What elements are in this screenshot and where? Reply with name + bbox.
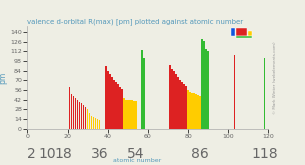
Bar xyxy=(129,100,131,129)
Bar xyxy=(135,101,137,129)
Bar xyxy=(109,74,110,129)
Bar xyxy=(117,84,119,129)
Bar xyxy=(179,80,181,129)
Bar xyxy=(83,104,84,129)
Bar xyxy=(105,66,106,129)
Bar xyxy=(87,109,88,129)
Bar xyxy=(191,93,193,129)
Bar xyxy=(131,100,133,129)
Bar xyxy=(81,103,82,129)
Bar xyxy=(171,69,173,129)
Text: atomic number: atomic number xyxy=(113,158,161,163)
Bar xyxy=(248,31,252,36)
Bar xyxy=(77,100,78,129)
Bar xyxy=(121,89,123,129)
Bar xyxy=(97,119,99,129)
Bar xyxy=(205,49,207,129)
Bar xyxy=(99,120,100,129)
Bar xyxy=(73,96,74,129)
Bar xyxy=(119,86,120,129)
Bar xyxy=(173,71,175,129)
Bar xyxy=(111,77,113,129)
Bar xyxy=(93,117,95,129)
Bar xyxy=(236,36,252,38)
Bar xyxy=(236,28,247,36)
Bar xyxy=(169,65,171,129)
Bar xyxy=(85,107,86,129)
Bar xyxy=(231,28,235,36)
Bar xyxy=(95,118,96,129)
Bar xyxy=(79,102,81,129)
Bar xyxy=(141,50,143,129)
Bar xyxy=(115,82,117,129)
Bar xyxy=(133,101,135,129)
Bar xyxy=(127,100,129,129)
Bar xyxy=(143,58,145,129)
Bar xyxy=(107,71,109,129)
Bar xyxy=(185,86,187,129)
Bar xyxy=(234,55,235,129)
Bar xyxy=(193,93,195,129)
Bar xyxy=(71,94,72,129)
Bar xyxy=(69,87,70,129)
Bar xyxy=(113,80,115,129)
Bar xyxy=(89,114,91,129)
Bar xyxy=(177,77,179,129)
Bar xyxy=(183,84,185,129)
Bar xyxy=(203,41,205,129)
Bar xyxy=(187,90,189,129)
Bar xyxy=(197,95,199,129)
Text: © Mark Winter (webelements.com): © Mark Winter (webelements.com) xyxy=(273,41,277,114)
Bar xyxy=(125,100,127,129)
Bar xyxy=(196,94,197,129)
Y-axis label: pm: pm xyxy=(0,71,7,84)
Bar xyxy=(175,74,177,129)
Bar xyxy=(181,82,183,129)
Bar xyxy=(207,51,209,129)
Bar xyxy=(123,98,124,129)
Text: valence d-orbital R(max) [pm] plotted against atomic number: valence d-orbital R(max) [pm] plotted ag… xyxy=(27,19,244,25)
Bar xyxy=(75,98,76,129)
Bar xyxy=(201,39,203,129)
Bar xyxy=(199,96,201,129)
Bar xyxy=(91,115,92,129)
Bar xyxy=(189,92,191,129)
Bar xyxy=(264,58,265,129)
